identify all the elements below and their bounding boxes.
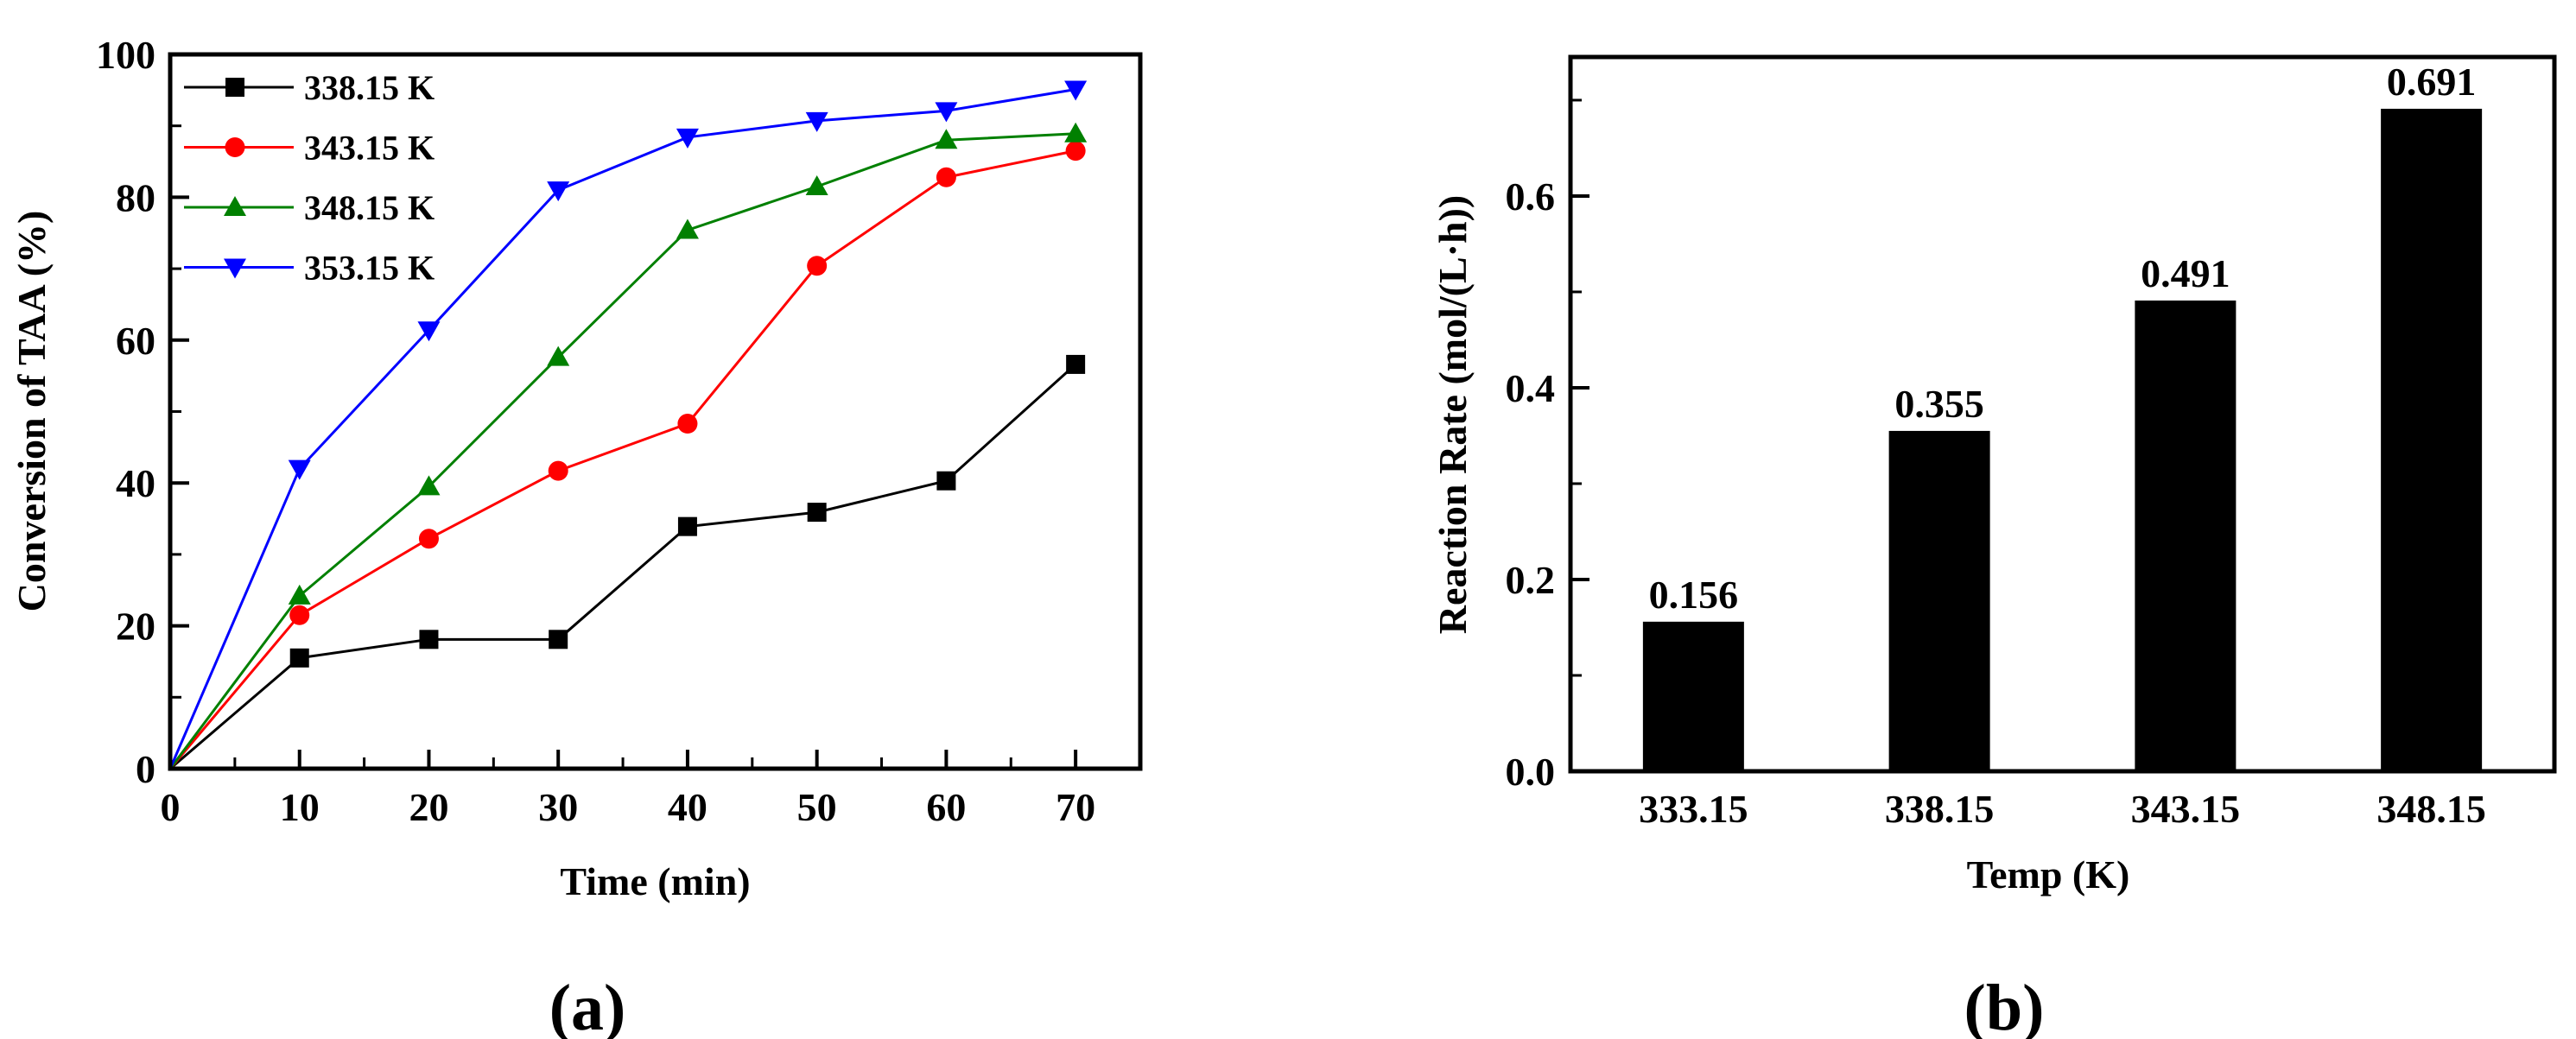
y-axis-label-b: Reaction Rate (mol/(L·h)) [1431, 195, 1475, 634]
data-point-circle [807, 256, 828, 276]
series-line-338.15-K [169, 363, 1077, 770]
data-point-triangle-down [935, 102, 958, 123]
x-tick-label-a: 50 [797, 785, 837, 829]
data-point-circle [289, 605, 310, 625]
bar-value-label: 0.491 [2141, 251, 2230, 295]
bar-value-label: 0.156 [1649, 573, 1739, 617]
data-point-square [1066, 354, 1086, 374]
data-point-square [289, 648, 309, 668]
legend-a: 338.15 K 343.15 K 348.15 K 353.15 K [184, 68, 435, 288]
x-tick-label-a: 40 [668, 785, 707, 829]
series-line-343.15-K [168, 149, 1076, 770]
x-axis-label-a: Time (min) [560, 859, 750, 903]
data-point-circle [677, 414, 698, 434]
legend-entry: 343.15 K [184, 129, 435, 168]
caption-a: (a) [549, 972, 626, 1039]
x-tick-label-a: 0 [161, 785, 181, 829]
legend-marker-circle [225, 137, 245, 157]
data-point-triangle-up [288, 584, 311, 605]
legend-label: 348.15 K [304, 188, 435, 227]
legend-entry: 338.15 K [184, 68, 435, 107]
bar [1888, 430, 1990, 771]
axis-ticks-b [1572, 98, 1589, 773]
y-tick-label-b: 0.4 [1506, 366, 1556, 410]
data-point-square [677, 516, 697, 536]
y-axis-label-a: Conversion of TAA (%) [10, 211, 54, 612]
data-point-triangle-up [1064, 122, 1088, 143]
y-tick-label-a: 20 [116, 605, 155, 649]
y-tick-label-b: 0.2 [1506, 558, 1556, 602]
x-axis-label-b: Temp (K) [1967, 852, 2130, 896]
series-line-353.15-K [168, 88, 1076, 770]
bar-value-label: 0.355 [1894, 382, 1984, 426]
x-tick-label-b: 338.15 [1885, 787, 1995, 831]
bars-group: 0.156 333.15 0.355 338.15 0.491 343.15 0.691 34… [1639, 60, 2486, 831]
series-line-348.15-K [168, 132, 1076, 770]
y-tick-label-b: 0.6 [1506, 174, 1556, 219]
data-point-triangle-down [547, 181, 570, 202]
data-point-circle [1065, 141, 1086, 162]
caption-b: (b) [1964, 972, 2045, 1039]
data-point-circle [548, 460, 568, 481]
y-tick-label-a: 100 [96, 33, 155, 77]
legend-marker-square [225, 78, 244, 97]
legend-label: 343.15 K [304, 129, 435, 168]
data-point-square [936, 471, 956, 491]
legend-entry: 353.15 K [184, 249, 435, 288]
x-tick-label-a: 20 [409, 785, 448, 829]
data-point-triangle-down [1064, 80, 1088, 101]
legend-marker-triangle-down [224, 258, 246, 279]
x-tick-label-a: 70 [1056, 785, 1095, 829]
y-tick-label-a: 40 [116, 461, 155, 505]
data-point-square [807, 503, 827, 523]
data-point-square [419, 630, 439, 649]
bar-value-label: 0.691 [2387, 60, 2477, 104]
data-point-triangle-down [417, 321, 441, 342]
legend-label: 338.15 K [304, 68, 435, 107]
y-tick-label-a: 80 [116, 175, 155, 219]
x-tick-label-b: 333.15 [1639, 787, 1748, 831]
data-point-triangle-up [417, 475, 441, 496]
axis-ticks-a [168, 53, 1142, 770]
legend-marker-triangle-up [224, 196, 246, 216]
bar [2381, 108, 2483, 772]
x-tick-label-a: 60 [926, 785, 966, 829]
data-point-triangle-up [547, 345, 570, 366]
x-tick-label-a: 30 [538, 785, 578, 829]
x-tick-label-b: 348.15 [2376, 787, 2486, 831]
data-point-triangle-down [805, 111, 828, 132]
data-point-triangle-up [935, 129, 958, 149]
plot-frame-a [168, 52, 1143, 771]
bar [2135, 300, 2237, 772]
x-tick-label-b: 343.15 [2131, 787, 2241, 831]
y-tick-label-b: 0.0 [1506, 750, 1556, 794]
data-point-triangle-up [805, 174, 828, 195]
line-chart-panel-a: 0 10 20 30 40 50 60 70 0 20 40 60 80 100 Time (min) Con… [10, 33, 1143, 903]
y-tick-label-a: 0 [136, 747, 155, 791]
y-tick-label-a: 60 [116, 319, 155, 363]
data-point-circle [936, 167, 956, 187]
series-group [168, 80, 1088, 770]
bar-chart-panel-b: 0.156 333.15 0.355 338.15 0.491 343.15 0.691 34… [1431, 54, 2557, 896]
data-point-triangle-down [288, 459, 311, 480]
data-point-square [549, 630, 568, 649]
data-point-circle [418, 529, 439, 549]
plot-frame-b [1568, 54, 2557, 774]
data-point-triangle-up [676, 219, 699, 239]
legend-label: 353.15 K [304, 249, 435, 288]
bar [1642, 621, 1744, 771]
legend-entry: 348.15 K [184, 188, 435, 227]
data-point-triangle-down [676, 128, 699, 149]
x-tick-label-a: 10 [280, 785, 320, 829]
